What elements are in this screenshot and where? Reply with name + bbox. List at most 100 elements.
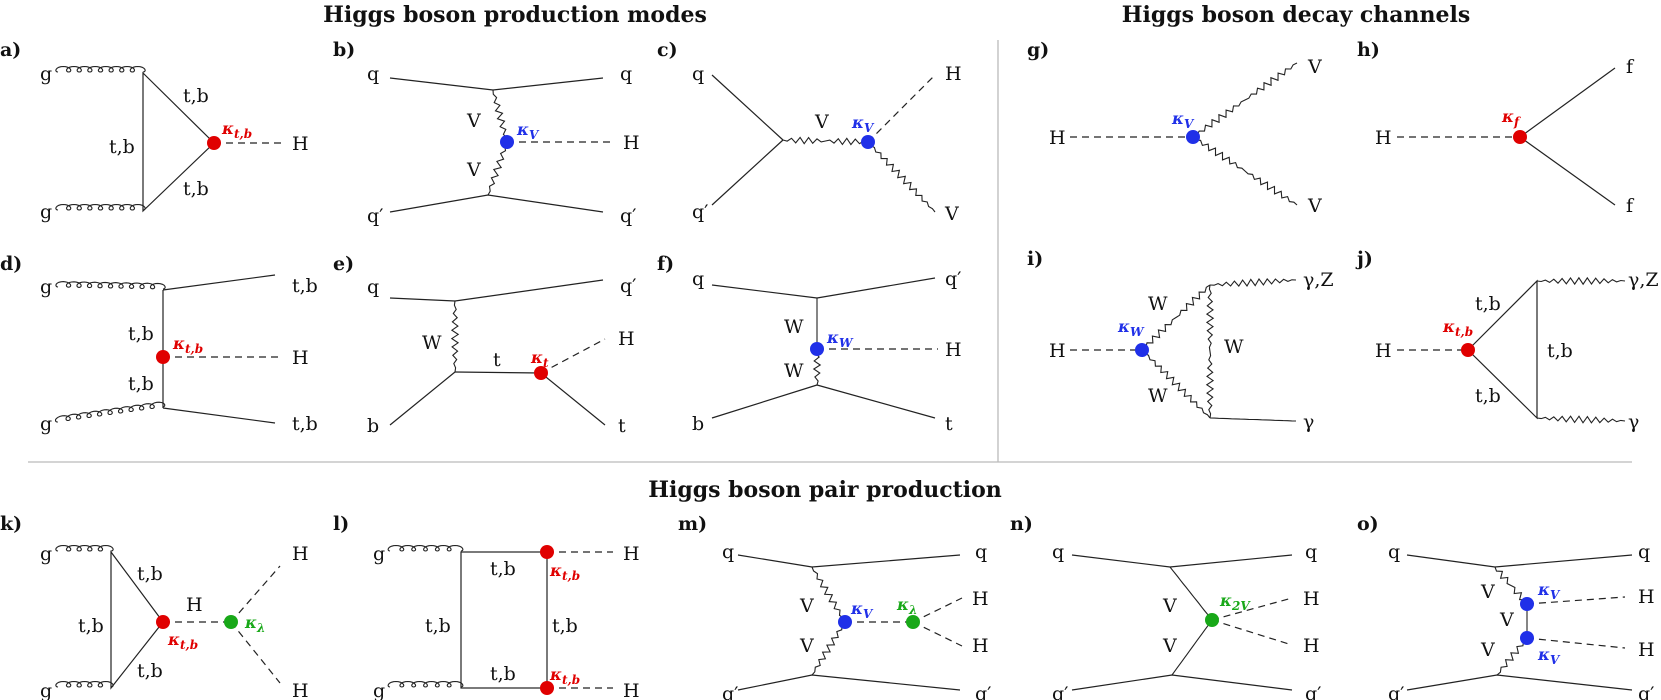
gluon-label: g	[40, 201, 52, 223]
higgs-label: H	[1375, 340, 1392, 362]
quark-label: t	[618, 415, 626, 437]
quark-label: q′	[620, 205, 636, 227]
coupling-kappa-tb: κt,b	[1442, 317, 1473, 339]
panel-c: c) q q′ V H V κV	[657, 39, 962, 225]
quark-loop	[1467, 279, 1538, 420]
photon-label: γ	[1303, 411, 1314, 433]
gluon-label: g	[40, 543, 52, 565]
panel-j: j) H t,b t,b t,b γ,Z γ κt,b	[1355, 248, 1659, 433]
coupling-vertex	[1520, 597, 1534, 611]
panel-o: o) q q q′ q′ V V V H H κV κV	[1357, 513, 1655, 700]
quark-line	[389, 194, 604, 213]
gluon-line	[54, 401, 166, 423]
boson-line	[1209, 417, 1297, 422]
quark-label: q′	[620, 275, 636, 297]
panel-label: f)	[657, 253, 674, 275]
quark-label: t,b	[490, 663, 516, 685]
higgs-label: H	[186, 594, 203, 616]
higgs-line	[1526, 596, 1626, 605]
quark-line	[540, 372, 606, 426]
coupling-kappa-w: κW	[826, 328, 854, 350]
coupling-vertex	[1513, 130, 1527, 144]
higgs-line	[230, 621, 281, 684]
quark-line	[389, 371, 456, 426]
gluon-line	[55, 544, 114, 552]
coupling-vertex	[540, 545, 554, 559]
higgs-label: H	[1638, 639, 1655, 661]
panel-d: d) g g t,b t,b t,b t,b H κt,b	[0, 253, 318, 435]
quark-label: t,b	[128, 323, 154, 345]
higgs-label: H	[623, 543, 640, 565]
quark-line	[711, 139, 784, 206]
photon-z-label: γ,Z	[1303, 269, 1334, 291]
quark-label: q	[692, 268, 704, 290]
coupling-kappa-t: κt	[530, 348, 549, 370]
photon-z-label: γ,Z	[1628, 269, 1659, 291]
quark-label: t	[945, 413, 953, 435]
boson-label: W	[1148, 385, 1168, 407]
boson-label: W	[784, 316, 804, 338]
coupling-kappa-lambda: κλ	[244, 613, 265, 635]
higgs-label: H	[623, 680, 640, 700]
fermion-label: f	[1626, 195, 1635, 217]
panel-label: h)	[1357, 39, 1380, 61]
quark-label: q′	[722, 683, 738, 700]
coupling-vertex	[810, 342, 824, 356]
higgs-line	[912, 621, 963, 647]
coupling-vertex	[838, 615, 852, 629]
quark-line	[1071, 674, 1293, 691]
quark-box	[460, 551, 548, 689]
coupling-kappa-tb: κt,b	[549, 665, 580, 687]
fermion-line	[1519, 67, 1616, 138]
coupling-vertex	[861, 135, 875, 149]
higgs-line	[1211, 597, 1293, 621]
boson-line	[1536, 415, 1626, 424]
panel-label: d)	[0, 253, 22, 275]
higgs-label: H	[292, 680, 309, 700]
quark-label: q	[367, 63, 379, 85]
boson-line	[867, 141, 936, 213]
panel-label: k)	[0, 513, 22, 535]
quark-label: t,b	[128, 373, 154, 395]
panel-label: c)	[657, 39, 678, 61]
coupling-vertex	[534, 366, 548, 380]
quark-label: t,b	[183, 178, 209, 200]
boson-line	[1209, 277, 1297, 288]
quark-label: q′	[1638, 683, 1654, 700]
panel-label: n)	[1010, 513, 1033, 535]
quark-label: q	[1388, 541, 1400, 563]
coupling-vertex	[1461, 343, 1475, 357]
higgs-label: H	[292, 543, 309, 565]
boson-label: W	[784, 360, 804, 382]
boson-label: W	[422, 332, 442, 354]
fermion-label: f	[1626, 56, 1635, 78]
panel-label: g)	[1027, 39, 1049, 61]
gluon-label: g	[373, 543, 385, 565]
gluon-line	[387, 544, 464, 552]
higgs-label: H	[623, 132, 640, 154]
boson-line	[811, 621, 846, 676]
panel-label: j)	[1355, 248, 1373, 270]
panel-label: l)	[333, 513, 349, 535]
gluon-label: g	[40, 276, 52, 298]
panel-k: k) g g t,b t,b t,b H H H κt,b κλ	[0, 513, 309, 700]
quark-line	[454, 279, 604, 302]
boson-line	[1536, 276, 1626, 286]
boson-label: V	[944, 203, 959, 225]
quark-label: q′	[1052, 683, 1068, 700]
higgs-line	[1526, 637, 1626, 649]
quark-label: q	[975, 541, 987, 563]
higgs-label: H	[1638, 586, 1655, 608]
quark-label: t,b	[183, 85, 209, 107]
higgs-label: H	[292, 133, 309, 155]
quark-label: q	[1052, 541, 1064, 563]
boson-line	[1169, 566, 1213, 621]
higgs-label: H	[972, 635, 989, 657]
coupling-kappa-v: κV	[1171, 109, 1195, 131]
higgs-line	[540, 338, 606, 374]
coupling-kappa-tb: κt,b	[549, 561, 580, 583]
boson-line	[782, 136, 869, 146]
boson-line	[487, 141, 508, 196]
coupling-vertex	[1186, 130, 1200, 144]
higgs-line	[230, 565, 281, 623]
